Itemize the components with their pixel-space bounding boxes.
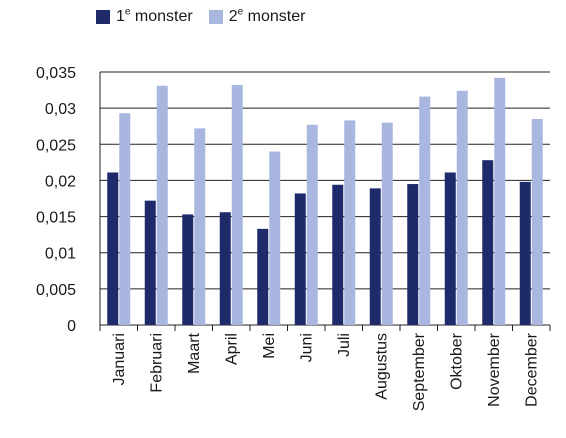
bar-2-maart xyxy=(194,128,206,325)
legend-label-series-2: 2e monster xyxy=(228,6,306,25)
bar-1-mei xyxy=(257,228,269,325)
x-tick-label: December xyxy=(523,332,540,406)
x-tick-label: Augustus xyxy=(373,333,390,400)
y-tick-label: 0,02 xyxy=(45,173,76,190)
bar-1-december xyxy=(519,181,531,325)
chart-legend: 1e monster 2e monster xyxy=(96,6,306,26)
bar-1-april xyxy=(219,212,231,325)
y-tick-label: 0,015 xyxy=(36,210,76,227)
bar-2-juli xyxy=(344,120,356,325)
bar-2-december xyxy=(531,118,543,325)
legend-swatch-series-1 xyxy=(96,10,110,24)
y-tick-label: 0,025 xyxy=(36,137,76,154)
bar-1-september xyxy=(407,184,419,325)
bar-1-januari xyxy=(107,172,119,325)
bar-2-september xyxy=(419,96,431,325)
y-tick-label: 0,035 xyxy=(36,65,76,82)
x-tick-label: Oktober xyxy=(448,332,465,390)
legend-label-series-1: 1e monster xyxy=(116,6,193,25)
x-tick-label: Juni xyxy=(298,333,315,362)
bar-2-november xyxy=(494,77,506,325)
bar-2-oktober xyxy=(456,90,468,326)
x-tick-label: April xyxy=(223,333,240,365)
x-tick-label: Juli xyxy=(336,333,353,357)
bar-1-november xyxy=(482,160,494,325)
bar-1-juli xyxy=(332,184,344,325)
y-tick-label: 0,005 xyxy=(36,282,76,299)
bar-2-april xyxy=(231,85,243,325)
x-tick-label: Januari xyxy=(111,333,128,385)
bar-1-februari xyxy=(144,200,156,325)
bar-2-mei xyxy=(269,151,281,325)
x-tick-label: Mei xyxy=(261,333,278,359)
y-tick-label: 0,01 xyxy=(45,246,76,263)
bar-1-oktober xyxy=(444,172,456,325)
bar-1-maart xyxy=(182,214,194,325)
legend-item-series-2: 2e monster xyxy=(208,6,306,26)
bar-2-februari xyxy=(156,85,168,325)
bar-2-januari xyxy=(119,113,131,326)
y-tick-label: 0 xyxy=(67,318,76,335)
bar-2-juni xyxy=(306,124,318,325)
x-tick-label: November xyxy=(486,332,503,406)
bar-2-augustus xyxy=(381,122,393,325)
bar-1-juni xyxy=(294,193,306,325)
legend-item-series-1: 1e monster xyxy=(96,6,193,26)
legend-swatch-series-2 xyxy=(208,10,223,24)
x-tick-label: Februari xyxy=(148,333,165,393)
bar-1-augustus xyxy=(369,188,381,325)
y-tick-label: 0,03 xyxy=(45,101,76,118)
x-tick-label: September xyxy=(411,332,428,411)
x-tick-label: Maart xyxy=(186,332,203,373)
